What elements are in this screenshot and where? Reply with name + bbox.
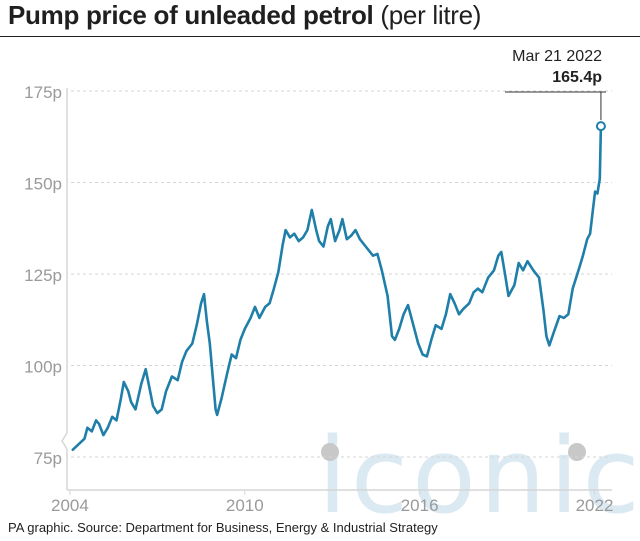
x-tick-label: 2010 xyxy=(226,496,264,515)
y-tick-label: 75p xyxy=(34,449,62,468)
title-main: Pump price of unleaded petrol xyxy=(8,0,374,30)
y-tick-label: 125p xyxy=(24,266,62,285)
latest-point-marker xyxy=(595,121,606,132)
annotation-value: 165.4p xyxy=(552,69,602,86)
axis-break xyxy=(61,432,68,450)
title-rule xyxy=(0,36,640,37)
chart-title: Pump price of unleaded petrol (per litre… xyxy=(8,0,481,31)
watermark-dot xyxy=(321,443,339,461)
y-tick-label: 175p xyxy=(24,83,62,102)
y-tick-label: 100p xyxy=(24,358,62,377)
watermark-dot xyxy=(568,443,586,461)
x-tick-label: 2022 xyxy=(576,496,614,515)
series-line xyxy=(71,124,603,451)
x-tick-label: 2016 xyxy=(401,496,439,515)
x-tick-label: 2004 xyxy=(51,496,89,515)
watermark-text: iconic xyxy=(318,415,640,537)
annotation-date: Mar 21 2022 xyxy=(512,48,602,65)
title-unit: (per litre) xyxy=(380,0,482,30)
source-note: PA graphic. Source: Department for Busin… xyxy=(8,520,438,535)
y-tick-label: 150p xyxy=(24,174,62,193)
